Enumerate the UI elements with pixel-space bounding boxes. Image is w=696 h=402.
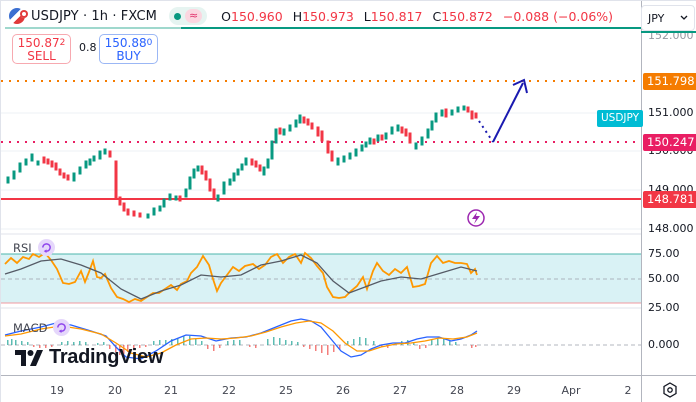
loop-icon[interactable]	[53, 319, 71, 336]
time-tick: 25	[279, 384, 293, 397]
spread-value: 0.8	[79, 41, 97, 54]
candles	[6, 105, 478, 219]
time-tick: 29	[507, 384, 521, 397]
symbol-legend[interactable]: USDJPY · 1h · FXCM ≈ O150.960 H150.973 L…	[9, 7, 613, 25]
rsi-line	[4, 251, 478, 304]
market-open-dot-icon	[173, 12, 181, 20]
projection-dip	[478, 120, 494, 143]
macd-label: MACD	[13, 320, 48, 335]
chart-canvas[interactable]	[1, 1, 641, 375]
ohlc-values: O150.960 H150.973 L150.817 C150.872 −0.0…	[221, 9, 613, 24]
rsi-pane-label[interactable]: RSI	[13, 239, 55, 256]
tradingview-wordmark: TradingView	[49, 346, 164, 368]
symbol-tag: USDJPY	[597, 110, 644, 127]
settings-hex-icon	[662, 381, 677, 398]
time-tick: 22	[222, 384, 236, 397]
usdjpy-flag-icon	[9, 8, 28, 24]
time-tick: Apr	[561, 384, 581, 397]
lightning-icon	[467, 209, 485, 227]
rsi-tick: 75.00	[648, 247, 680, 260]
tradingview-mark-icon	[15, 349, 43, 366]
sell-button[interactable]: 150.872 SELL	[12, 34, 71, 64]
open-value: 150.960	[231, 8, 283, 24]
currency-dropdown[interactable]: JPY	[641, 5, 695, 31]
currency-underline	[641, 31, 696, 33]
sell-price-pip: 2	[59, 38, 66, 48]
rsi-tick: 50.00	[648, 272, 680, 285]
sell-label: SELL	[27, 49, 56, 63]
price-tick: 148.000	[648, 222, 694, 235]
symbol-title[interactable]: USDJPY · 1h · FXCM	[31, 8, 157, 24]
chart-settings-button[interactable]	[641, 375, 696, 402]
rsi-ma-line	[4, 254, 478, 300]
open-label: O	[221, 8, 232, 24]
legend-underline	[5, 27, 641, 29]
data-delay-icon: ≈	[184, 9, 203, 23]
time-tick: 21	[164, 384, 178, 397]
buy-price: 150.88	[104, 36, 147, 50]
chevron-down-icon	[680, 15, 688, 20]
close-label: C	[432, 8, 442, 24]
high-label: H	[292, 8, 303, 24]
time-tick: 28	[450, 384, 464, 397]
projection-rally	[492, 82, 524, 143]
currency-label: JPY	[648, 11, 665, 25]
loop-icon[interactable]	[37, 239, 55, 256]
time-axis[interactable]: 19 20 21 22 25 26 27 28 29 Apr 2	[1, 375, 641, 402]
rsi-tick: 25.00	[648, 301, 680, 314]
price-axis[interactable]: 152.000 151.000 150.000 149.000 148.000 …	[641, 1, 696, 375]
sell-price: 150.87	[17, 36, 60, 50]
macd-pane-label[interactable]: MACD	[13, 319, 71, 336]
macd-signal-line	[4, 320, 478, 358]
time-tick: 20	[108, 384, 122, 397]
buy-label: BUY	[116, 49, 141, 63]
tradingview-logo[interactable]: TradingView	[15, 346, 163, 369]
market-status-pill[interactable]: ≈	[168, 7, 208, 25]
rsi-label: RSI	[13, 240, 32, 255]
time-tick: 27	[393, 384, 407, 397]
projection-arrowhead	[512, 78, 528, 94]
buy-button[interactable]: 150.880 BUY	[99, 34, 158, 64]
time-tick: 19	[50, 384, 64, 397]
low-value: 150.817	[370, 8, 423, 24]
resistance-price-tag: 151.798	[643, 73, 696, 90]
buy-price-pip: 0	[146, 38, 153, 48]
time-tick: 26	[336, 384, 350, 397]
high-value: 150.973	[302, 8, 354, 24]
close-value: 150.872	[441, 8, 493, 24]
macd-tick: 0.000	[648, 338, 680, 351]
price-tick: 151.000	[648, 106, 694, 119]
change-value: −0.088 (−0.06%)	[502, 8, 614, 24]
low-label: L	[363, 8, 371, 24]
rsi-band	[1, 254, 641, 303]
time-tick: 2	[624, 384, 632, 397]
support-price-tag: 150.247	[643, 134, 696, 151]
major-support-price-tag: 148.781	[643, 191, 696, 208]
